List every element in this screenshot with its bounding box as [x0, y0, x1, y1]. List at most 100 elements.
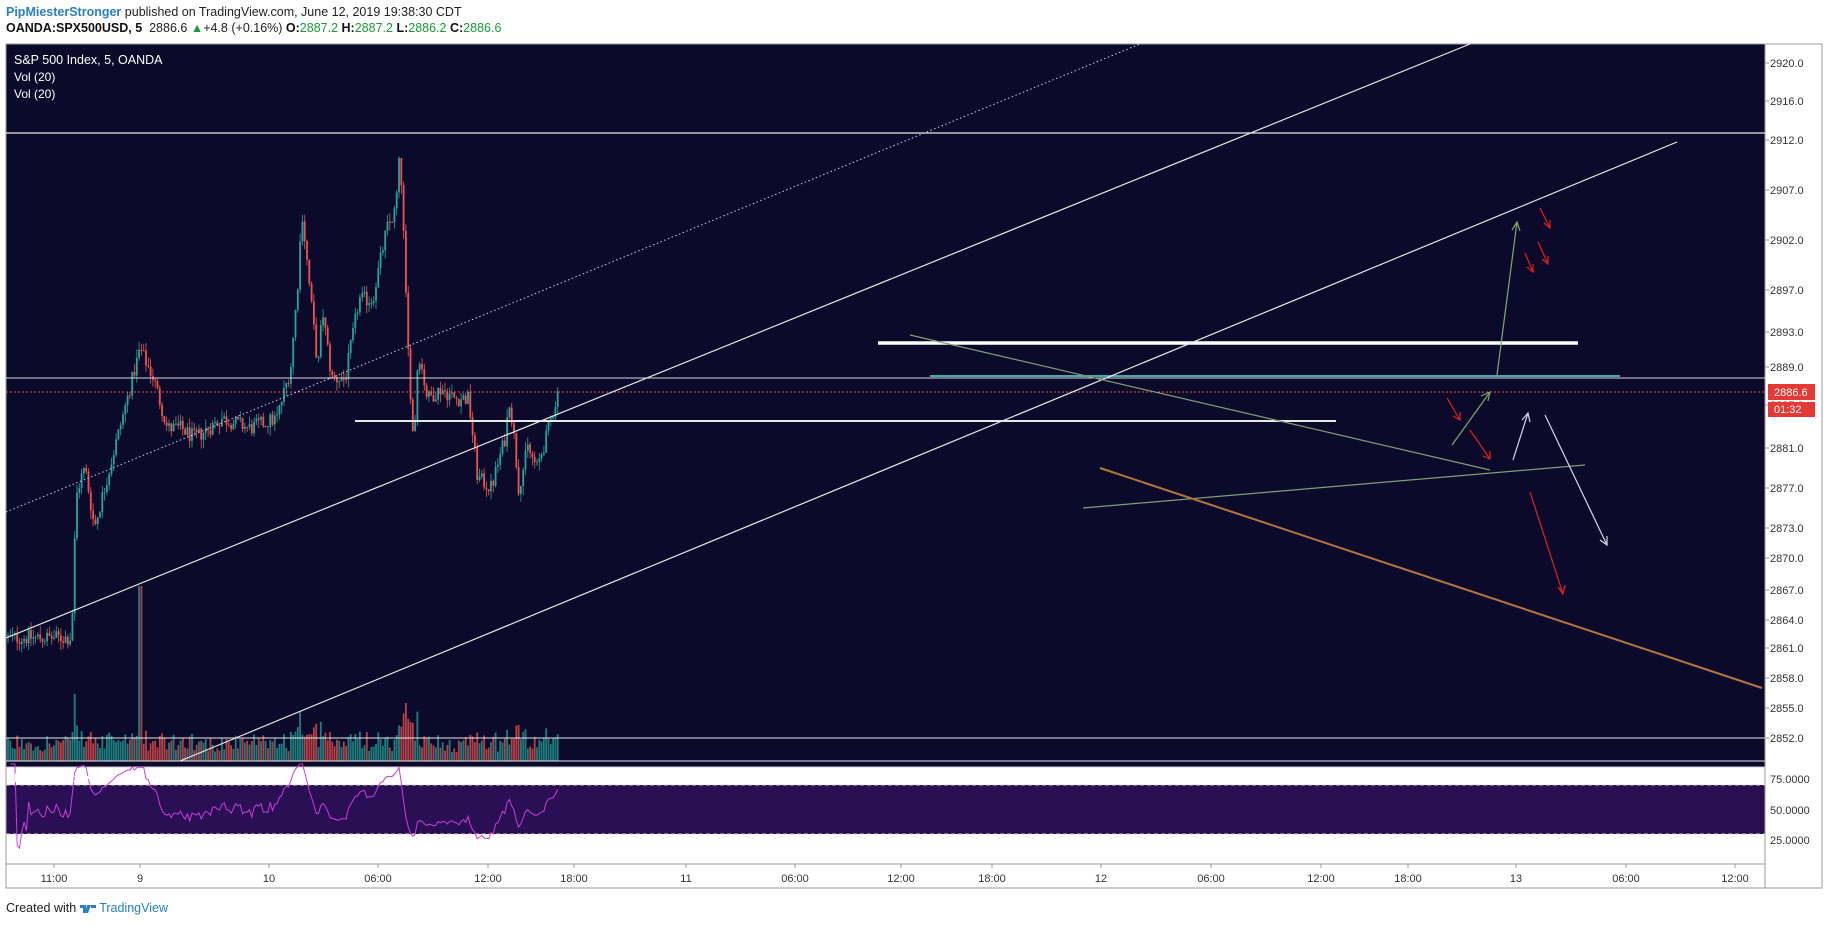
volume-bar [287, 750, 290, 761]
wedge-line-descending [909, 334, 1491, 471]
volume-bar [444, 750, 446, 761]
candle-body [540, 454, 543, 459]
candle-body [303, 221, 306, 242]
volume-bar [248, 744, 251, 761]
candle-body [46, 632, 48, 642]
volume-bar [214, 751, 216, 761]
candle-body [158, 388, 161, 405]
candle-body [448, 393, 451, 401]
candle-body [73, 538, 76, 614]
volume-bar [423, 736, 426, 761]
channel-line-outer [5, 43, 1471, 639]
candle-body [361, 293, 364, 298]
volume-bar [154, 740, 157, 761]
candle-body [290, 366, 292, 384]
volume-bar [398, 725, 400, 761]
candle-body [30, 630, 32, 639]
volume-bar [126, 743, 129, 761]
volume-bar [20, 739, 23, 761]
volume-bar [234, 735, 237, 761]
candle-body [370, 303, 373, 305]
candle-body [386, 221, 389, 231]
volume-bar [506, 729, 508, 761]
volume-bar [388, 747, 391, 761]
candle-body [43, 641, 46, 643]
candle-body [14, 633, 16, 635]
volume-bar [131, 733, 134, 761]
volume-bar [382, 745, 384, 761]
candle-body [457, 398, 460, 407]
open-value: 2887.2 [299, 21, 339, 35]
volume-bar [368, 750, 370, 761]
volume-bar [483, 735, 485, 761]
candle-body [398, 158, 400, 193]
wedge-line-ascending [1082, 464, 1586, 509]
candle-body [552, 417, 554, 419]
candle-body [193, 428, 196, 431]
price-tick-label: 2916.0 [1770, 96, 1804, 108]
volume-bar [386, 736, 389, 761]
volume-bar [375, 744, 377, 761]
time-tick-label: 12:00 [887, 873, 915, 885]
volume-bar [66, 737, 69, 761]
author-link[interactable]: PipMiesterStronger [6, 5, 122, 19]
candle-body [101, 492, 104, 513]
candle-body [462, 395, 465, 400]
volume-bar [138, 586, 140, 761]
candle-body [131, 371, 134, 396]
volume-bar [267, 748, 269, 761]
candle-body [115, 439, 117, 455]
candle-body [25, 639, 28, 644]
candle-body [69, 640, 71, 645]
volume-bar [241, 737, 244, 761]
candle-body [138, 349, 140, 358]
price-tick-label: 2902.0 [1770, 235, 1804, 247]
candle-body [209, 430, 212, 435]
volume-bar [400, 726, 403, 761]
candle-body [94, 519, 97, 525]
volume-bar [522, 732, 525, 761]
volume-bar [432, 745, 435, 761]
volume-bar [536, 747, 538, 761]
tradingview-link[interactable]: TradingView [99, 901, 168, 915]
candle-body [126, 395, 129, 406]
time-tick-label: 06:00 [1197, 873, 1225, 885]
candle-body [444, 390, 446, 392]
candle-body [388, 221, 391, 223]
candle-body [531, 453, 534, 458]
candle-body [556, 391, 559, 407]
volume-bar [211, 744, 214, 761]
candle-body [338, 381, 341, 383]
volume-bar [106, 734, 108, 761]
volume-bar [336, 739, 338, 761]
price-tick-label: 2855.0 [1770, 703, 1804, 715]
candle-body [92, 510, 94, 520]
volume-bar [310, 734, 313, 761]
volume-bar [225, 738, 228, 761]
volume-bar [533, 736, 536, 761]
volume-bar [326, 740, 329, 761]
candle-body [547, 421, 550, 431]
candle-body [347, 353, 350, 380]
candle-body [237, 416, 239, 420]
candle-body [18, 642, 21, 644]
volume-bar [556, 734, 559, 761]
volume-bar [115, 741, 117, 761]
candle-body [333, 375, 336, 378]
candle-body [200, 428, 203, 440]
volume-bar [411, 722, 414, 761]
candle-body [211, 422, 214, 435]
candle-body [313, 301, 315, 325]
volume-bar [515, 725, 518, 761]
volume-bar [292, 735, 295, 761]
candle-body [204, 428, 207, 433]
volume-bar [57, 740, 60, 761]
candle-body [244, 426, 246, 429]
volume-bar [147, 750, 150, 761]
volume-bar [524, 728, 527, 761]
rsi-tick-label: 25.0000 [1770, 835, 1810, 847]
candle-body [336, 377, 338, 383]
candle-body [554, 406, 557, 418]
volume-bar [99, 748, 101, 761]
candle-body [250, 424, 253, 434]
